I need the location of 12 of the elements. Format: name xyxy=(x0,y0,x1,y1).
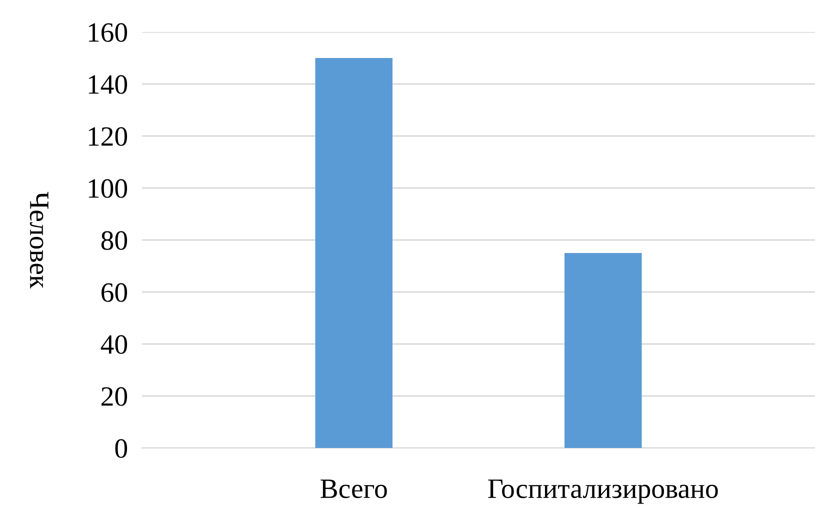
y-tick-label: 100 xyxy=(88,179,128,198)
y-tick-label: 120 xyxy=(88,127,128,146)
y-tick-label: 80 xyxy=(101,231,128,250)
y-tick-label: 40 xyxy=(100,335,128,354)
y-tick-label: 60 xyxy=(102,283,128,302)
y-axis-title: Человек xyxy=(30,192,48,288)
x-tick-label: Госпитализировано xyxy=(488,480,718,504)
y-tick-label: 140 xyxy=(88,75,128,94)
y-tick-label: 20 xyxy=(102,387,128,406)
y-tick-label: 0 xyxy=(115,439,128,458)
x-tick-label: Всего xyxy=(320,480,387,498)
y-tick-label: 160 xyxy=(88,23,128,42)
